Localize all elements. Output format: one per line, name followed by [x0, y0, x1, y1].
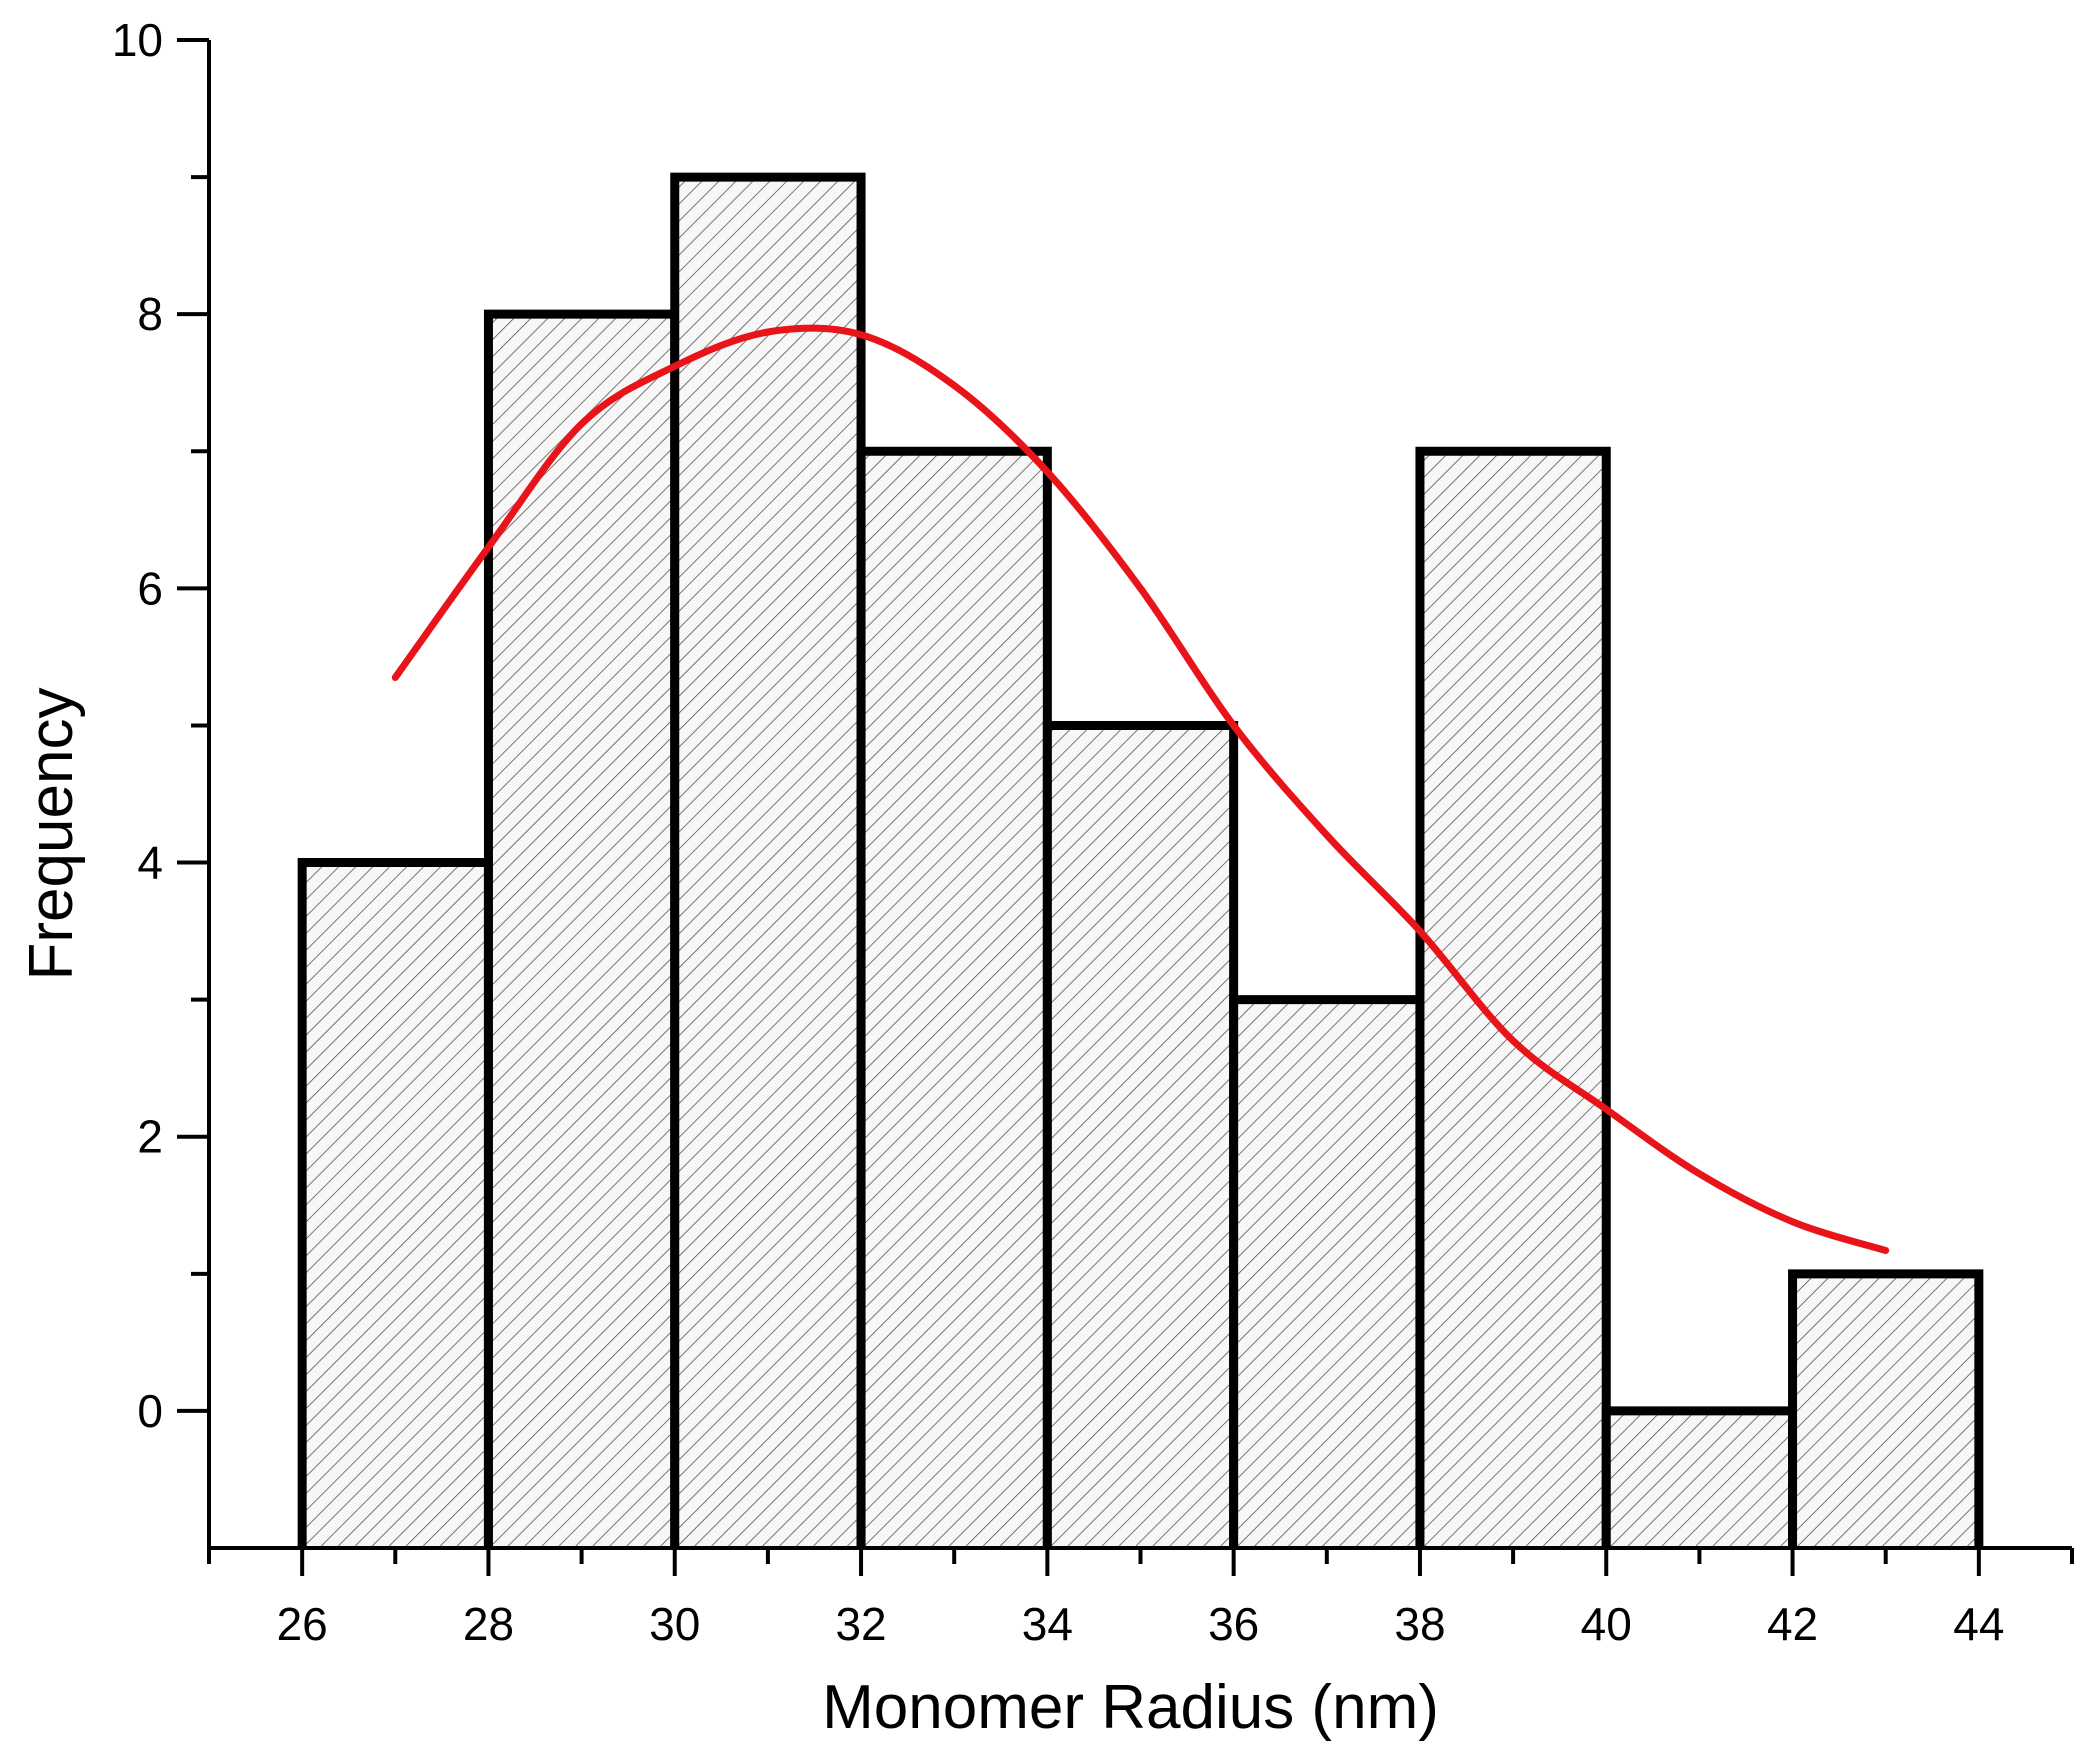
- x-tick-label: 28: [463, 1598, 514, 1650]
- histogram-bar-2-fill: [488, 314, 675, 1548]
- x-tick-label: 44: [1953, 1598, 2004, 1650]
- x-tick-label: 36: [1208, 1598, 1259, 1650]
- x-tick-label: 34: [1022, 1598, 1073, 1650]
- histogram-bar-7-fill: [1419, 451, 1607, 1549]
- y-tick-label: 2: [137, 1111, 163, 1163]
- y-tick-label: 10: [112, 14, 163, 66]
- histogram-bar-9-fill: [1792, 1273, 1979, 1548]
- histogram-bar-3-fill: [674, 177, 862, 1548]
- x-tick-label: 26: [277, 1598, 328, 1650]
- y-axis-title: Frequency: [17, 688, 86, 981]
- histogram-bar-1-fill: [302, 862, 489, 1548]
- histogram-bar-4-fill: [861, 451, 1048, 1549]
- gaussian-fit-curve: [391, 324, 1890, 1255]
- y-tick-label: 0: [137, 1385, 163, 1437]
- histogram-bar-7: [1415, 446, 1611, 1548]
- bars-group: [297, 172, 1984, 1549]
- histogram-bar-9: [1788, 1269, 1984, 1548]
- x-tick-label: 38: [1394, 1598, 1445, 1650]
- histogram-bar-5-fill: [1047, 725, 1234, 1548]
- x-tick-label: 32: [835, 1598, 886, 1650]
- y-tick-label: 8: [137, 288, 163, 340]
- histogram-bar-6-fill: [1233, 999, 1420, 1548]
- x-tick-label: 40: [1581, 1598, 1632, 1650]
- fit-curve-group: [391, 324, 1890, 1255]
- y-tick-label: 6: [137, 562, 163, 614]
- x-tick-label: 30: [649, 1598, 700, 1650]
- y-tick-label: 4: [137, 837, 163, 889]
- histogram-bar-8-fill: [1606, 1410, 1793, 1548]
- x-axis-title: Monomer Radius (nm): [822, 1673, 1439, 1742]
- x-tick-label: 42: [1767, 1598, 1818, 1650]
- axes-group: 0 2 4 6 8 10 26 28 30 32 34 36 38 40 42 44: [112, 14, 2074, 1650]
